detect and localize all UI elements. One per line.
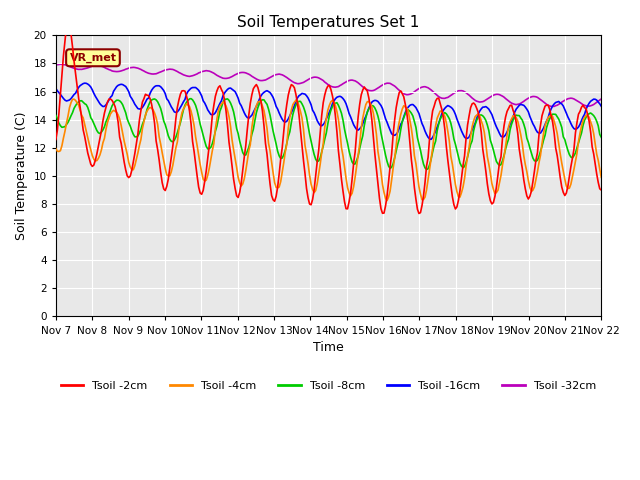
X-axis label: Time: Time (313, 341, 344, 354)
Y-axis label: Soil Temperature (C): Soil Temperature (C) (15, 112, 28, 240)
Legend: Tsoil -2cm, Tsoil -4cm, Tsoil -8cm, Tsoil -16cm, Tsoil -32cm: Tsoil -2cm, Tsoil -4cm, Tsoil -8cm, Tsoi… (57, 376, 600, 395)
Text: VR_met: VR_met (70, 53, 116, 63)
Title: Soil Temperatures Set 1: Soil Temperatures Set 1 (237, 15, 420, 30)
